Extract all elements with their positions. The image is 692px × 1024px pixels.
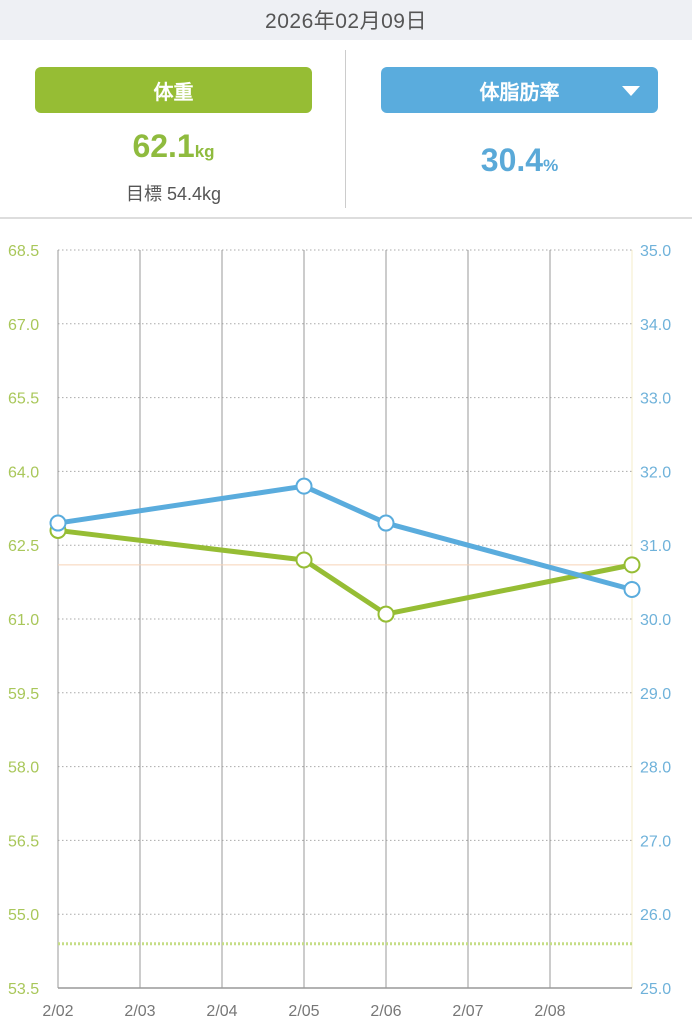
y-right-tick-label: 30.0	[640, 612, 671, 629]
caret-down-icon	[622, 86, 640, 96]
y-right-tick-label: 35.0	[640, 243, 671, 260]
y-right-tick-label: 28.0	[640, 760, 671, 777]
y-left-tick-label: 53.5	[8, 981, 39, 998]
weight-data-point	[377, 605, 395, 623]
x-tick-label: 2/07	[452, 1003, 483, 1020]
bodyfat-number: 30.4	[480, 142, 544, 178]
weight-button[interactable]: 体重	[35, 67, 312, 113]
weight-data-point	[295, 551, 313, 569]
x-tick-label: 2/03	[124, 1003, 155, 1020]
bodyfat-dropdown[interactable]: 体脂肪率	[381, 67, 658, 113]
x-tick-label: 2/04	[206, 1003, 237, 1020]
weight-unit: kg	[194, 142, 215, 161]
bodyfat-data-point	[49, 514, 67, 532]
bodyfat-data-point	[295, 477, 313, 495]
bodyfat-label: 体脂肪率	[479, 81, 560, 104]
goal-label: 目標	[125, 184, 162, 204]
divider	[345, 50, 346, 208]
y-right-tick-label: 29.0	[640, 686, 671, 703]
x-tick-label: 2/02	[42, 1003, 73, 1020]
goal-weight: 目標 54.4kg	[35, 180, 312, 206]
bodyfat-unit: %	[543, 156, 559, 175]
bodyfat-data-point	[377, 514, 395, 532]
y-right-tick-label: 34.0	[640, 317, 671, 334]
y-right-tick-label: 26.0	[640, 907, 671, 924]
bodyfat-series-line	[57, 483, 633, 592]
x-tick-label: 2/06	[370, 1003, 401, 1020]
y-left-tick-label: 61.0	[8, 612, 39, 629]
weight-data-point	[623, 556, 641, 574]
y-left-tick-label: 62.5	[8, 538, 39, 555]
x-tick-label: 2/08	[534, 1003, 565, 1020]
y-left-tick-label: 65.5	[8, 391, 39, 408]
y-right-tick-label: 25.0	[640, 981, 671, 998]
y-left-tick-label: 58.0	[8, 760, 39, 777]
bodyfat-value: 30.4%	[381, 142, 658, 179]
y-right-tick-label: 27.0	[640, 833, 671, 850]
date-header: 2026年02月09日	[0, 0, 692, 40]
bodyfat-data-point	[623, 580, 641, 598]
weight-label: 体重	[153, 81, 194, 104]
y-left-tick-label: 56.5	[8, 833, 39, 850]
weight-bodyfat-chart[interactable]: 68.5 67.0 65.5 64.0 62.5 61.0 59.5 58.0 56.5 55.0…	[0, 218, 692, 1024]
x-tick-label: 2/05	[288, 1003, 319, 1020]
goal-value: 54.4kg	[166, 184, 222, 204]
summary-panel: 体重 62.1kg 目標 54.4kg 体脂肪率 30.4%	[0, 40, 692, 219]
y-left-tick-label: 59.5	[8, 686, 39, 703]
weight-number: 62.1	[132, 128, 195, 164]
y-left-tick-label: 68.5	[8, 243, 39, 260]
y-right-tick-label: 31.0	[640, 538, 671, 555]
y-left-tick-label: 64.0	[8, 464, 39, 481]
weight-value: 62.1kg	[35, 128, 312, 165]
y-right-tick-label: 32.0	[640, 464, 671, 481]
weight-series-line	[57, 527, 633, 617]
y-left-tick-label: 67.0	[8, 317, 39, 334]
y-left-tick-label: 55.0	[8, 907, 39, 924]
y-right-tick-label: 33.0	[640, 391, 671, 408]
